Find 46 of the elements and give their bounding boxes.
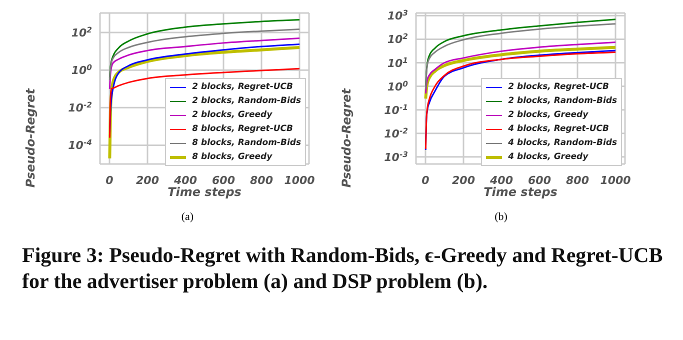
- y-tick-label: 10$^{-4}$: [68, 138, 92, 152]
- x-axis-title: Time steps: [484, 185, 558, 199]
- legend-label: 4 blocks, Greedy: [508, 150, 588, 164]
- x-tick-label: 200: [452, 174, 476, 187]
- x-tick-label: 400: [489, 174, 514, 187]
- x-tick-label: 600: [528, 174, 552, 187]
- x-axis-title: Time steps: [168, 185, 242, 199]
- y-tick-label: 10$^{1}$: [387, 55, 408, 70]
- text: (b): [494, 211, 508, 223]
- y-tick-label: 10$^{3}$: [387, 8, 408, 23]
- x-tick-label: 800: [566, 174, 590, 187]
- line-series: [108, 28, 300, 81]
- y-tick-label: 10$^{-3}$: [384, 149, 408, 164]
- legend-label: 2 blocks, Regret-UCB: [508, 80, 609, 94]
- x-tick-label: 600: [212, 174, 236, 187]
- line-series: [108, 37, 300, 90]
- x-tick-label: 200: [136, 174, 160, 187]
- x-tick-label: 1000: [284, 174, 316, 187]
- legend-label: 8 blocks, Random-Bids: [192, 136, 301, 150]
- legend-label: 8 blocks, Greedy: [192, 150, 272, 164]
- y-tick-label: 10$^{-2}$: [68, 100, 92, 115]
- y-tick-label: 10$^{0}$: [387, 78, 409, 94]
- y-axis-title: Pseudo-Regret: [23, 87, 38, 188]
- x-tick-label: 400: [173, 174, 198, 187]
- legend-label: 8 blocks, Regret-UCB: [192, 122, 293, 136]
- y-tick-label: 10$^{-1}$: [384, 102, 408, 117]
- x-tick-label: 0: [422, 174, 430, 187]
- y-axis-title: Pseudo-Regret: [339, 87, 354, 188]
- legend-label: 2 blocks, Greedy: [192, 108, 272, 122]
- y-tick-label: 10$^{0}$: [71, 62, 93, 78]
- line-series: [424, 42, 616, 94]
- y-tick-label: 10$^{-2}$: [384, 126, 408, 140]
- x-tick-label: 1000: [600, 174, 632, 187]
- x-tick-label: 0: [106, 174, 114, 187]
- y-tick-label: 10$^{2}$: [71, 25, 92, 40]
- legend-label: 4 blocks, Regret-UCB: [508, 122, 609, 136]
- legend-label: 2 blocks, Regret-UCB: [192, 80, 293, 94]
- x-tick-label: 800: [250, 174, 274, 187]
- line-series: [108, 68, 300, 138]
- legend-label: 4 blocks, Random-Bids: [508, 136, 617, 150]
- legend-label: 2 blocks, Random-Bids: [192, 94, 301, 108]
- y-tick-label: 10$^{2}$: [387, 32, 408, 46]
- legend-label: 2 blocks, Greedy: [508, 108, 588, 122]
- text: (a): [180, 211, 195, 223]
- caption: Figure 3: Pseudo-Regret with Random-Bids, ϵ-Greedy and Regret-UCB for the advertiser problem (a) and DSP problem (b).: [22, 242, 664, 294]
- legend-label: 2 blocks, Random-Bids: [508, 94, 617, 108]
